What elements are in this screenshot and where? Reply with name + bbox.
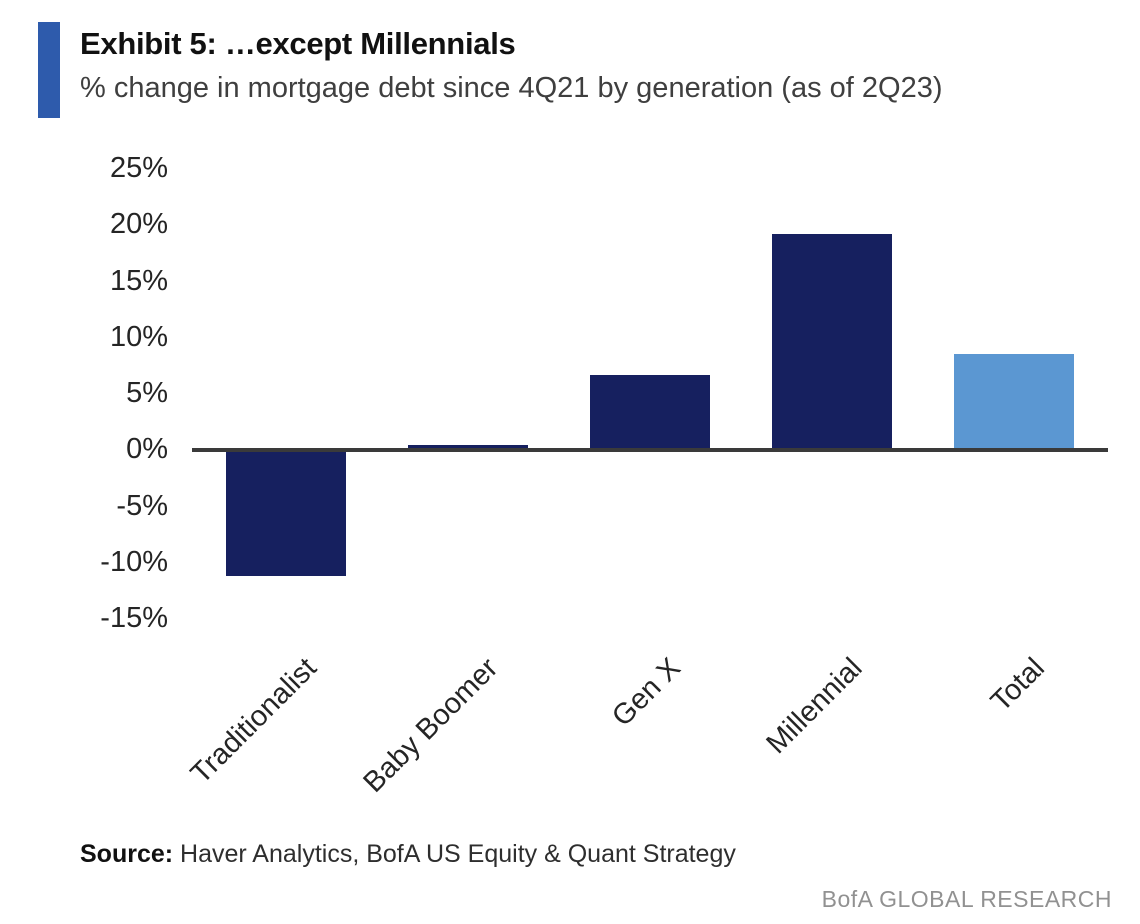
x-label-millennial: Millennial [760,652,869,761]
brand-mark: BofA GLOBAL RESEARCH [821,886,1112,912]
bar-total [954,353,1074,451]
x-label-gen-x: Gen X [605,652,687,733]
y-tick-25: 25% [109,152,168,184]
bar-traditionalist [226,452,346,576]
bar-baby-boomer [408,444,528,451]
title-accent-bar [38,22,60,118]
y-tick-20: 20% [109,208,168,241]
x-label-baby-boomer: Baby Boomer [357,652,505,799]
source-line: Source: Haver Analytics, BofA US Equity … [80,840,736,869]
bar-chart: 25% 20% 15% 10% 5% 0% -5% -10% -15% Traditionali… [100,152,1108,799]
y-tick-5: 5% [126,377,168,409]
zero-axis-line [192,448,1108,453]
y-tick-neg15: -15% [100,602,168,634]
x-label-traditionalist: Traditionalist [184,652,323,791]
y-tick-15: 15% [109,264,168,297]
x-label-total: Total [984,652,1051,718]
y-tick-0: 0% [126,433,168,466]
bar-gen-x [590,374,710,451]
y-tick-10: 10% [109,320,168,353]
source-label: Source: [80,840,174,868]
source-text: Haver Analytics, BofA US Equity & Quant … [180,840,736,868]
y-tick-neg10: -10% [100,545,168,578]
exhibit-subtitle: % change in mortgage debt since 4Q21 by … [80,72,943,104]
y-tick-neg5: -5% [116,489,168,522]
bar-millennial [772,234,892,451]
exhibit-title: Exhibit 5: …except Millennials [80,26,516,61]
